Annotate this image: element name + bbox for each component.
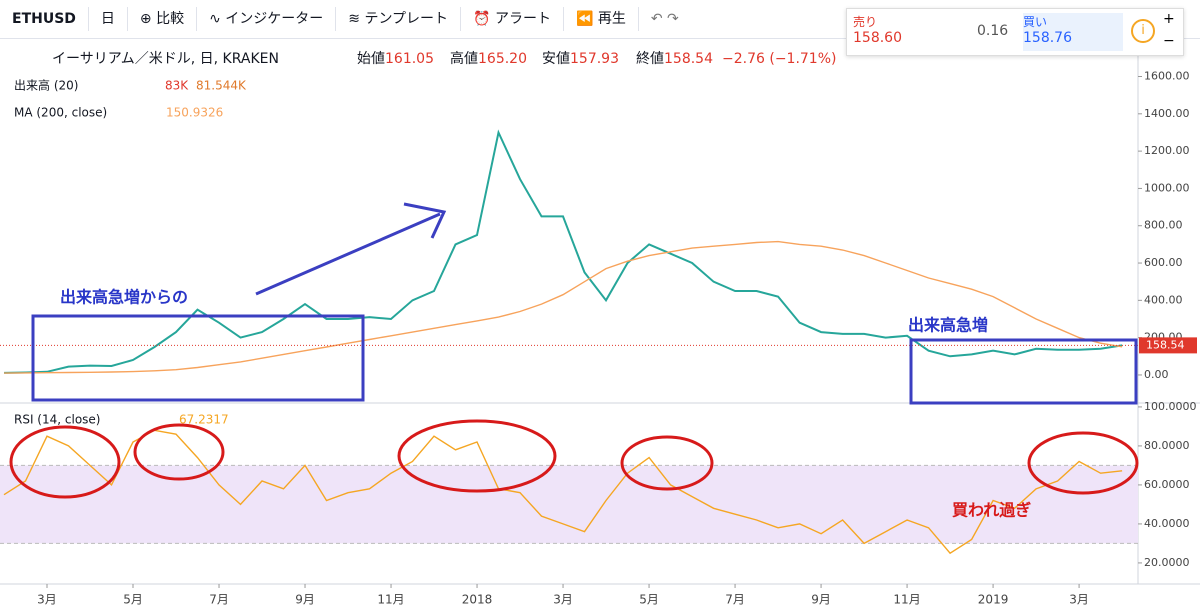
plus[interactable]: +: [1163, 11, 1175, 27]
annotations: 出来高急増からの 出来高急増 買われ過ぎ: [9, 202, 1139, 520]
ma-label: MA (200, close): [14, 106, 107, 120]
symbol-name: イーサリアム／米ドル, 日, KRAKEN: [52, 51, 279, 67]
undo-redo[interactable]: ↶ ↷: [650, 11, 679, 27]
arrow: [255, 212, 441, 296]
annotation: 出来高急増からの: [60, 288, 188, 307]
toolbar: ETHUSD 日 ⊕ 比較 ∿ インジケーター ≋ テンプレート ⏰ アラート …: [0, 0, 1200, 39]
circle: [397, 419, 557, 493]
volume-ma: 81.544K: [196, 79, 247, 93]
toolbar-button[interactable]: ⏪ 再生: [564, 7, 639, 31]
legend: イーサリアム／米ドル, 日, KRAKEN 始値 161.05 高値 165.2…: [14, 50, 836, 427]
circle: [133, 423, 225, 481]
label: 再生: [597, 11, 626, 27]
y-tick-label: 800.00: [1144, 219, 1183, 232]
ohlc-label: 始値: [357, 51, 385, 67]
y-tick-label: 600.00: [1144, 256, 1183, 269]
x-tick-label: 7月: [209, 593, 229, 607]
change: −2.76 (−1.71%): [722, 51, 836, 67]
buy-button[interactable]: 買い 158.76: [1023, 13, 1123, 51]
x-tick-label: 9月: [295, 593, 315, 607]
x-tick-label: 3月: [37, 593, 57, 607]
price-badge: [1139, 337, 1197, 354]
label: 売り: [853, 15, 878, 29]
x-tick-label: 7月: [725, 593, 745, 607]
label: インジケーター: [225, 11, 324, 27]
ma-value: 150.9326: [166, 106, 223, 120]
info-icon[interactable]: i: [1131, 19, 1155, 43]
label: 比較: [156, 11, 185, 27]
y-tick-label: 40.0000: [1144, 517, 1190, 530]
x-tick-label: 2019: [978, 593, 1009, 607]
y-tick-label: 100.0000: [1144, 400, 1197, 413]
circle: [1027, 431, 1139, 495]
volume-value: 83K: [165, 79, 189, 93]
volume-label: 出来高 (20): [14, 78, 78, 93]
price-badge-label: 158.54: [1146, 338, 1185, 351]
interval[interactable]: 日: [89, 7, 128, 31]
label: テンプレート: [364, 11, 449, 27]
quote-panel: 売り 158.60 0.16 買い 158.76 i + −: [846, 8, 1184, 56]
toolbar-button[interactable]: ≋ テンプレート: [336, 7, 462, 31]
sell-button[interactable]: 売り 158.60: [853, 13, 965, 51]
symbol[interactable]: ETHUSD: [0, 7, 89, 31]
x-tick-label: 3月: [553, 593, 573, 607]
x-tick-label: 11月: [377, 593, 404, 607]
ohlc-value: 165.20: [478, 51, 527, 67]
y-tick-label: 1600.00: [1144, 70, 1190, 83]
circle: [9, 425, 121, 499]
arrow-head: [403, 202, 447, 239]
highlight-box: [31, 314, 365, 402]
x-tick-label: 9月: [811, 593, 831, 607]
toolbar-button[interactable]: ⏰ アラート: [461, 7, 564, 31]
x-tick-label: 5月: [639, 593, 659, 607]
y-tick-label: 60.0000: [1144, 478, 1190, 491]
price: 158.60: [853, 30, 902, 46]
annotation: 買われ過ぎ: [952, 501, 1031, 520]
label: 買い: [1023, 15, 1048, 29]
label: アラート: [494, 11, 551, 27]
rsi-value: 67.2317: [179, 413, 229, 427]
toolbar-button[interactable]: ⊕ 比較: [128, 7, 198, 31]
x-tick-label: 3月: [1069, 593, 1089, 607]
x-tick-label: 11月: [893, 593, 920, 607]
y-tick-label: 1000.00: [1144, 181, 1190, 194]
y-tick-label: 20.0000: [1144, 556, 1190, 569]
ohlc-label: 高値: [450, 50, 478, 67]
ohlc-value: 161.05: [385, 51, 434, 67]
ohlc-value: 158.54: [664, 51, 713, 67]
y-tick-label: 1400.00: [1144, 107, 1190, 120]
series-line: [3, 240, 1123, 374]
series-line: [3, 429, 1123, 555]
price: 158.76: [1023, 30, 1072, 46]
y-tick-label: 400.00: [1144, 293, 1183, 306]
toolbar-button[interactable]: ∿ インジケーター: [197, 7, 337, 31]
ohlc-value: 157.93: [570, 51, 619, 67]
spread: 0.16: [977, 23, 1009, 39]
y-tick-label: 0.00: [1144, 368, 1169, 381]
minus[interactable]: −: [1163, 33, 1175, 49]
circle: [620, 435, 714, 491]
y-tick-label: 1200.00: [1144, 144, 1190, 157]
x-tick-label: 2018: [462, 593, 493, 607]
y-tick-label: 80.0000: [1144, 439, 1190, 452]
ohlc-label: 安値: [542, 51, 570, 67]
ohlc-label: 終値: [636, 51, 664, 67]
x-tick-label: 5月: [123, 593, 143, 607]
annotation: 出来高急増: [908, 316, 988, 335]
rsi-label: RSI (14, close): [14, 413, 100, 427]
highlight-box: [909, 338, 1138, 405]
